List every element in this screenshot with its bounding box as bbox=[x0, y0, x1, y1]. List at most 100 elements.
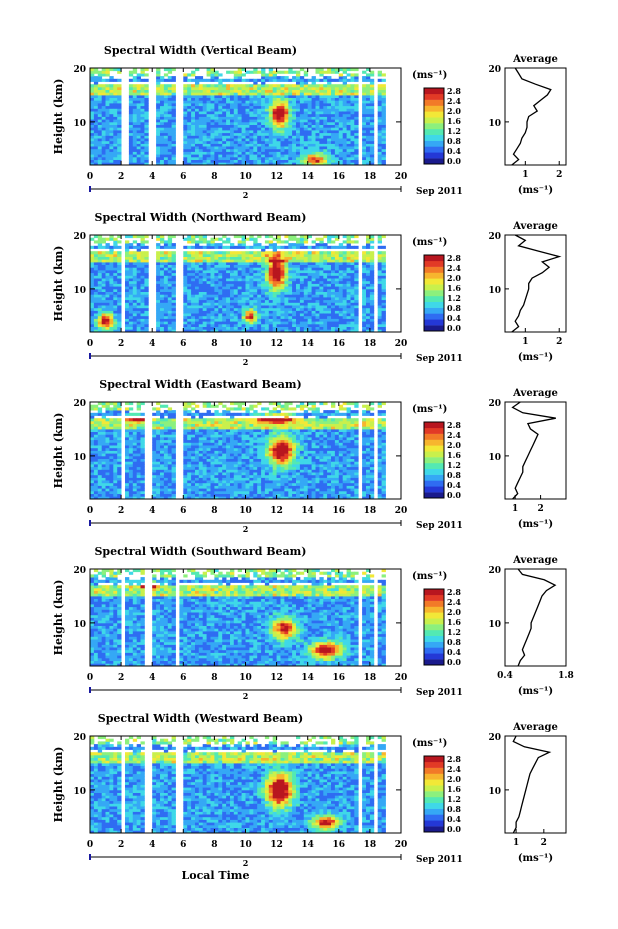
heatmap-cell bbox=[171, 329, 176, 333]
heatmap-cell bbox=[280, 156, 285, 160]
heatmap-cell bbox=[101, 73, 106, 77]
heatmap-cell bbox=[245, 280, 250, 284]
heatmap-cell bbox=[377, 140, 382, 144]
heatmap-cell bbox=[214, 278, 219, 282]
heatmap-cell bbox=[136, 116, 141, 120]
heatmap-cell bbox=[222, 251, 227, 255]
heatmap-cell bbox=[128, 111, 134, 115]
heatmap-cell bbox=[93, 286, 99, 290]
heatmap-cell bbox=[233, 326, 239, 330]
heatmap-cell bbox=[163, 78, 169, 82]
heatmap-cell bbox=[156, 318, 161, 322]
heatmap-cell bbox=[167, 103, 173, 107]
heatmap-cell bbox=[280, 318, 285, 322]
heatmap-cell bbox=[191, 237, 196, 241]
x-tick-label: 16 bbox=[333, 172, 346, 182]
heatmap-cell bbox=[105, 103, 110, 107]
heatmap-cell bbox=[315, 261, 320, 265]
heatmap-cell bbox=[292, 256, 297, 260]
heatmap-cell bbox=[167, 124, 173, 128]
heatmap-cell bbox=[101, 135, 106, 139]
heatmap-cell bbox=[369, 81, 375, 85]
heatmap-cell bbox=[334, 267, 340, 271]
heatmap-cell bbox=[202, 275, 207, 279]
heatmap-cell bbox=[117, 121, 122, 125]
heatmap-cell bbox=[253, 78, 258, 82]
heatmap-cell bbox=[128, 105, 134, 109]
heatmap-cell bbox=[296, 318, 301, 322]
heatmap-cell bbox=[132, 97, 138, 101]
heatmap-cell bbox=[93, 477, 99, 481]
heatmap-cell bbox=[136, 132, 141, 136]
heatmap-cell bbox=[241, 140, 246, 144]
heatmap-cell bbox=[284, 288, 289, 292]
heatmap-cell bbox=[144, 261, 149, 265]
heatmap-cell bbox=[323, 256, 328, 260]
heatmap-cell bbox=[144, 310, 149, 314]
heatmap-cell bbox=[261, 148, 266, 152]
heatmap-cell bbox=[93, 490, 99, 494]
heatmap-cell bbox=[311, 127, 316, 131]
heatmap-cell bbox=[144, 89, 149, 93]
heatmap-cell bbox=[187, 275, 192, 279]
heatmap-cell bbox=[331, 78, 336, 82]
heatmap-cell bbox=[171, 283, 176, 287]
heatmap-cell bbox=[156, 151, 161, 155]
heatmap-cell bbox=[288, 105, 293, 109]
heatmap-cell bbox=[377, 302, 382, 306]
heatmap-cell bbox=[334, 305, 340, 309]
heatmap-cell bbox=[191, 253, 196, 257]
heatmap-cell bbox=[327, 299, 332, 303]
heatmap-cell bbox=[183, 84, 188, 88]
heatmap-cell bbox=[377, 323, 382, 327]
heatmap-cell bbox=[342, 124, 347, 128]
heatmap-cell bbox=[160, 286, 165, 290]
heatmap-cell bbox=[268, 321, 274, 325]
heatmap-cell bbox=[299, 235, 305, 239]
heatmap-cell bbox=[338, 259, 344, 263]
heatmap-cell bbox=[101, 305, 106, 309]
heatmap-cell bbox=[206, 108, 211, 112]
heatmap-cell bbox=[377, 130, 382, 134]
heatmap-cell bbox=[319, 130, 324, 134]
heatmap-cell bbox=[210, 288, 215, 292]
heatmap-cell bbox=[268, 143, 274, 147]
heatmap-cell bbox=[226, 302, 231, 306]
heatmap-cell bbox=[93, 453, 99, 457]
heatmap-cell bbox=[156, 162, 161, 166]
heatmap-cell bbox=[210, 245, 215, 249]
heatmap-cell bbox=[315, 103, 320, 107]
heatmap-cell bbox=[257, 108, 262, 112]
heatmap-cell bbox=[230, 318, 235, 322]
heatmap-cell bbox=[288, 259, 293, 263]
heatmap-cell bbox=[307, 313, 312, 317]
heatmap-cell bbox=[210, 132, 215, 136]
heatmap-cell bbox=[276, 76, 281, 80]
heatmap-cell bbox=[268, 329, 274, 333]
heatmap-cell bbox=[292, 84, 297, 88]
heatmap-cell bbox=[276, 329, 281, 333]
heatmap-cell bbox=[202, 318, 207, 322]
heatmap-cell bbox=[140, 116, 145, 120]
heatmap-cell bbox=[292, 245, 297, 249]
heatmap-cell bbox=[233, 267, 239, 271]
heatmap-cell bbox=[113, 97, 118, 101]
heatmap-cell bbox=[311, 310, 316, 314]
heatmap-cell bbox=[288, 264, 293, 268]
heatmap-cell bbox=[381, 151, 386, 155]
heatmap-cell bbox=[97, 442, 103, 446]
heatmap-cell bbox=[128, 329, 134, 333]
heatmap-cell bbox=[93, 130, 99, 134]
heatmap-cell bbox=[315, 89, 320, 93]
heatmap-cell bbox=[105, 485, 110, 489]
heatmap-cell bbox=[276, 291, 281, 295]
heatmap-cell bbox=[97, 496, 103, 500]
heatmap-cell bbox=[90, 135, 95, 139]
heatmap-cell bbox=[117, 108, 122, 112]
heatmap-cell bbox=[362, 326, 367, 330]
heatmap-cell bbox=[206, 261, 211, 265]
heatmap-cell bbox=[377, 245, 382, 249]
heatmap-cell bbox=[156, 270, 161, 274]
heatmap-cell bbox=[140, 302, 145, 306]
heatmap-cell bbox=[366, 326, 371, 330]
